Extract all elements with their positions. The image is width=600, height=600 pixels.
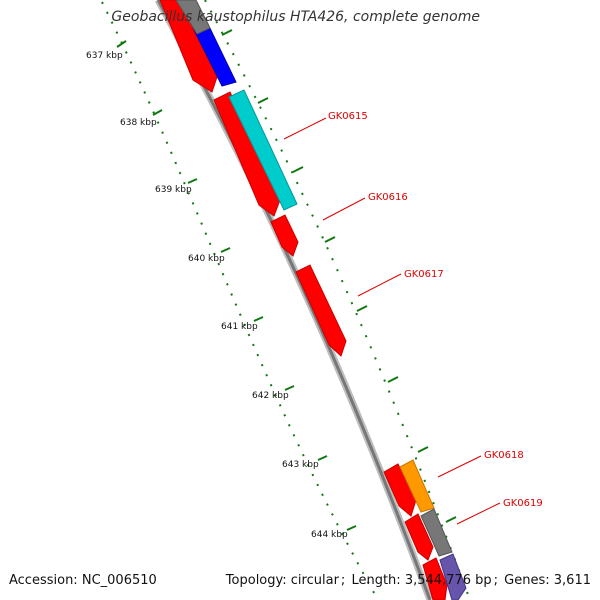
major-tick	[221, 29, 233, 36]
length-label: Length:	[351, 573, 401, 588]
major-tick	[445, 516, 457, 523]
backbone-inner	[156, 0, 432, 600]
leader-line	[437, 455, 482, 478]
scale-tick-label: 643 kbp	[282, 460, 319, 470]
gene-feature[interactable]	[404, 513, 434, 561]
gene-feature[interactable]	[270, 214, 299, 257]
major-tick	[253, 316, 264, 322]
major-tick	[356, 305, 368, 312]
gene-labels: GK0615 GK0616 GK0617 GK0618 GK0619	[328, 111, 543, 509]
genes-value: 3,611	[553, 573, 591, 588]
accession-value: NC_006510	[81, 573, 157, 588]
length-value: 3,544,776 bp	[404, 573, 492, 588]
gene-feature[interactable]	[439, 553, 467, 600]
gene-feature[interactable]	[399, 459, 435, 513]
gene-feature[interactable]	[422, 557, 448, 600]
leader-line	[357, 273, 402, 297]
major-tick	[324, 236, 336, 243]
topology-value: circular	[290, 573, 339, 588]
major-tick	[152, 109, 163, 116]
major-tick	[257, 97, 269, 104]
gene-label[interactable]: GK0616	[368, 192, 408, 203]
scale-track-outer	[204, 0, 471, 600]
major-tick	[346, 525, 357, 531]
gene-feature[interactable]	[159, 0, 219, 93]
genes-label: Genes:	[504, 573, 550, 588]
scale-tick-label: 638 kbp	[120, 118, 157, 128]
major-tick	[317, 455, 328, 461]
scale-major-ticks	[116, 40, 357, 531]
backbone-outer	[154, 0, 434, 600]
major-tick	[284, 385, 295, 391]
accession-label: Accession:	[9, 573, 78, 588]
scale-tick-label: 641 kbp	[221, 322, 258, 332]
scale-tick-label: 642 kbp	[252, 391, 289, 401]
major-tick	[387, 376, 399, 383]
leader-line	[283, 117, 327, 140]
major-tick	[292, 166, 304, 173]
major-tick	[187, 178, 198, 184]
scale-labels: 637 kbp 638 kbp 639 kbp 640 kbp 641 kbp …	[86, 51, 348, 540]
gene-label-leaders	[283, 117, 501, 525]
gene-label[interactable]: GK0619	[503, 498, 543, 509]
gene-feature[interactable]	[228, 89, 298, 211]
topology-label: Topology:	[225, 573, 287, 588]
leader-line	[322, 197, 366, 221]
gene-label[interactable]: GK0618	[484, 450, 524, 461]
gene-feature[interactable]	[175, 0, 211, 35]
accession-info: Accession: NC_006510	[9, 573, 157, 588]
major-tick	[116, 40, 127, 48]
genome-title-bar: Geobacillus kaustophilus HTA426, complet…	[0, 8, 600, 26]
gene-feature[interactable]	[295, 264, 347, 357]
gene-label[interactable]: GK0617	[404, 269, 444, 280]
major-tick	[220, 247, 231, 253]
scale-tick-label: 644 kbp	[311, 530, 348, 540]
gene-track-outer	[175, 0, 467, 600]
scale-tick-label: 640 kbp	[188, 254, 225, 264]
gene-feature[interactable]	[383, 463, 417, 517]
outer-scale-ticks	[221, 29, 457, 523]
genome-title: Geobacillus kaustophilus HTA426, complet…	[111, 9, 480, 25]
gene-feature[interactable]	[213, 91, 281, 217]
leader-line	[456, 502, 501, 525]
gene-label[interactable]: GK0615	[328, 111, 368, 122]
genome-stats: Topology: circular; Length: 3,544,776 bp…	[225, 573, 591, 588]
scale-tick-label: 637 kbp	[86, 51, 123, 61]
major-tick	[417, 446, 429, 453]
scale-tick-label: 639 kbp	[155, 185, 192, 195]
gene-track-inner	[159, 0, 448, 600]
gene-feature[interactable]	[420, 508, 453, 557]
